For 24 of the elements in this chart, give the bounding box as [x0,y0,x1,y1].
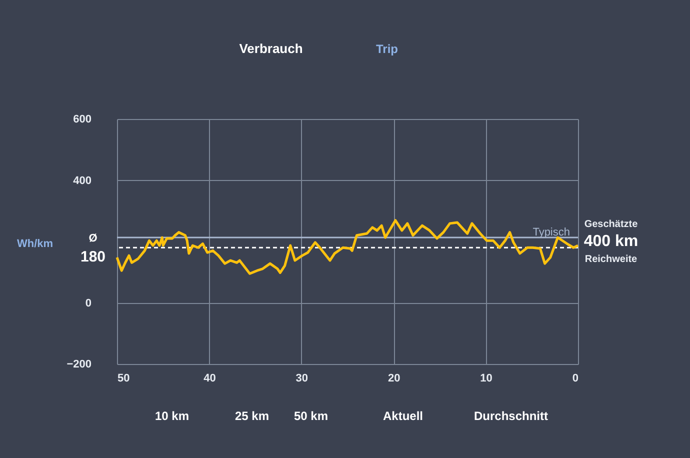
text: 25 km [234,409,270,423]
y-tick-label: 400 [73,174,92,187]
ref-line-label: Typisch [532,226,570,239]
x-tick-label: 50 [118,372,130,384]
x-tick-label: 40 [204,372,216,384]
y-axis-title: Wh/km [16,238,54,250]
text: Reichweite [584,254,638,265]
text: Geschätzte [584,219,638,230]
y-tick-label: 0 [85,297,92,310]
text: Durchschnitt [474,409,548,423]
text: 10 km [154,409,190,423]
text: Trip [376,42,398,56]
y-tick-label: −200 [66,358,92,370]
x-tick-label: 0 [572,372,578,384]
x-tick-label: 30 [296,372,308,384]
x-tick-label: 20 [388,372,400,384]
text: 50 km [294,409,328,423]
x-tick-label: 10 [480,372,492,384]
text: Aktuell [382,409,424,423]
ref-line-label: Ø 180 [80,232,106,266]
line-series [116,219,580,275]
text: Verbrauch [239,41,303,56]
y-tick-label: 600 [73,114,92,126]
text: 400 km [584,233,638,250]
